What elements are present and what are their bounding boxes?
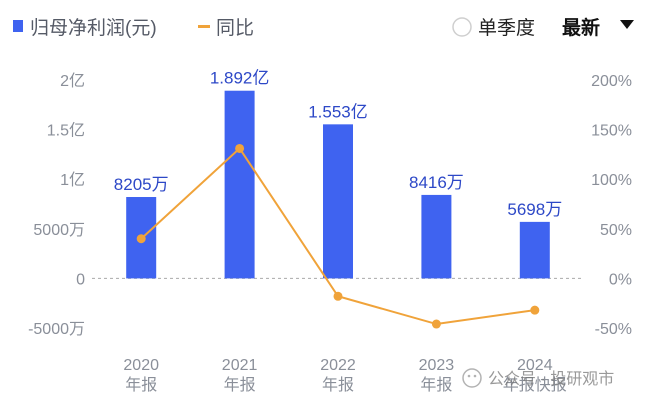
x-axis-tick-label: 2022 年报 [320,357,356,394]
left-axis-tick-label: 0 [76,271,85,288]
legend-bar-label: 归母净利润(元) [30,17,157,39]
bar-value-label: 5698万 [507,200,562,219]
left-axis: 2亿 1.5亿 1亿 5000万 0 -5000万 [28,72,85,338]
single-quarter-toggle[interactable]: 单季度 [452,17,535,39]
x-axis-tick-label: 2024 年报快报 [503,357,567,394]
bar [224,90,255,279]
watermark-text: 公众号 · 投研观市 [488,370,614,388]
x-axis-tick-label: 2020 年报 [123,357,159,394]
bar-value-label: 8205万 [114,175,169,194]
yoy-point [431,319,441,329]
left-axis-tick-label: 1亿 [60,171,85,189]
bar-value-label: 8416万 [409,173,464,192]
yoy-point [333,291,343,301]
caret-down-icon [620,20,634,29]
legend-line-swatch [198,25,210,28]
latest-label: 最新 [562,16,600,39]
latest-dropdown[interactable]: 最新 [562,16,634,39]
left-axis-tick-label: -5000万 [28,321,85,338]
bar-data-labels: 8205万 1.892亿 1.553亿 8416万 5698万 [114,69,562,219]
legend-line-label: 同比 [216,17,254,39]
right-axis-tick-label: 50% [600,222,632,239]
bar-series [126,90,550,279]
x-axis-tick-label: 2023 年报 [419,357,455,394]
right-axis-tick-label: -50% [595,321,632,338]
single-quarter-label: 单季度 [478,17,535,39]
yoy-point [530,305,540,315]
legend-bar-swatch [13,20,23,32]
left-axis-tick-label: 1.5亿 [47,122,85,140]
right-axis: 200% 150% 100% 50% 0% -50% [591,73,632,338]
bar [421,194,452,279]
right-axis-tick-label: 0% [609,271,632,288]
radio-icon[interactable] [452,17,472,37]
right-axis-tick-label: 150% [591,123,632,140]
bar [323,124,353,279]
bar-value-label: 1.553亿 [308,102,368,121]
legend: 归母净利润(元) 同比 [13,17,254,39]
yoy-point [235,143,245,153]
right-axis-tick-label: 200% [591,73,632,90]
left-axis-tick-label: 5000万 [33,222,85,239]
x-axis-tick-label: 2021 年报 [222,357,258,394]
left-axis-tick-label: 2亿 [60,72,85,90]
bar [519,221,550,279]
right-axis-tick-label: 100% [591,172,632,189]
wechat-icon [462,368,482,388]
watermark: 公众号 · 投研观市 [462,368,614,388]
x-axis: 2020 年报 2021 年报 2022 年报 2023 年报 2024 年报快报 [123,357,566,394]
bar-value-label: 1.892亿 [210,69,270,88]
yoy-point [136,234,146,244]
yoy-line-series [136,143,540,329]
